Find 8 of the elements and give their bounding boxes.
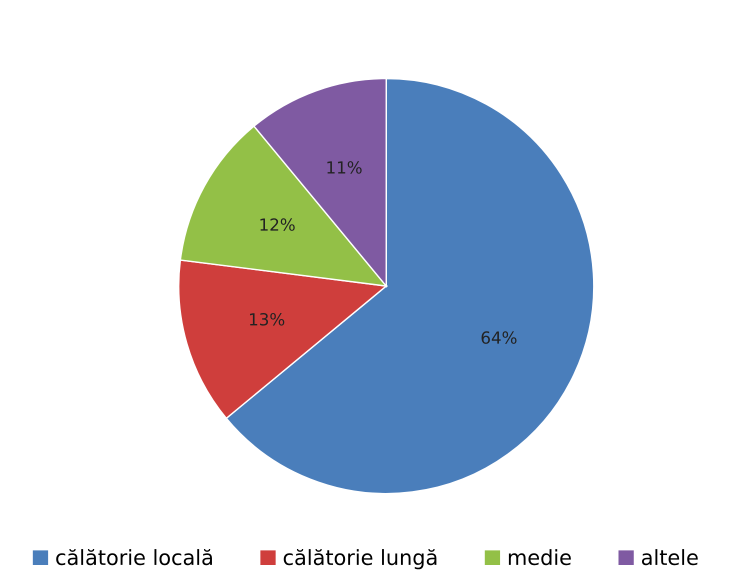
legend-label: călătorie lungă [284,548,436,570]
data-label: 12% [260,218,295,231]
legend-label: medie [508,549,571,566]
data-label: 13% [250,313,284,326]
data-label: 11% [327,161,362,174]
legend-label: altele [642,549,698,566]
legend-label: călătorie locală [56,548,212,566]
data-label: 64% [482,331,517,344]
